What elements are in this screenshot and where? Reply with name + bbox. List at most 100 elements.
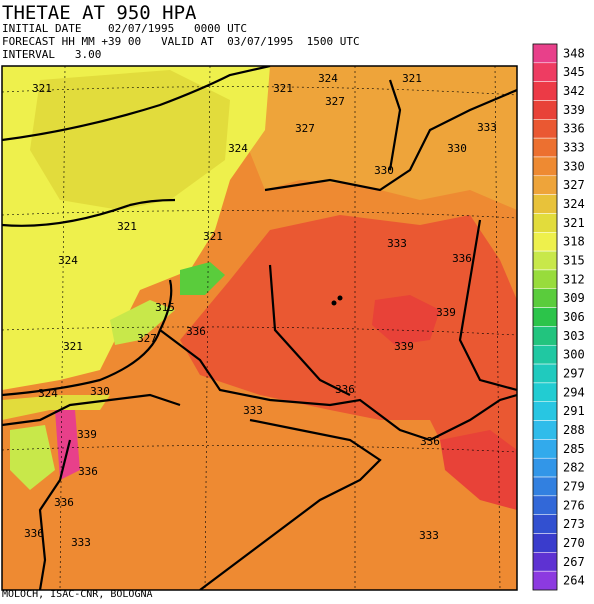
color-swatch <box>532 137 558 158</box>
colorbar-label: 273 <box>563 517 585 531</box>
field-region <box>440 430 517 510</box>
title: THETAE AT 950 HPA <box>2 2 197 24</box>
color-swatch <box>532 156 558 177</box>
color-swatch <box>532 119 558 139</box>
city-dot <box>331 300 337 306</box>
contour-labels: 321 321 324 327 321 333 327 324 330 330 321 321 333 3… <box>24 72 497 549</box>
color-swatch <box>532 476 558 497</box>
colorbar-label: 342 <box>563 84 585 98</box>
contour-label: 336 <box>420 435 440 448</box>
header-line: FORECAST HH MM +39 00 VALID AT 03/07/199… <box>2 35 360 48</box>
contour-label: 327 <box>295 122 315 135</box>
color-swatch <box>532 232 558 252</box>
color-swatch <box>532 288 558 308</box>
color-swatch <box>532 213 558 233</box>
colorbar-label: 321 <box>563 216 585 230</box>
color-swatch <box>532 269 558 290</box>
colorbar-label: 264 <box>563 574 585 588</box>
colorbar-label: 345 <box>563 65 585 79</box>
field-region <box>180 215 517 500</box>
color-swatch <box>532 81 558 101</box>
colorbar-label: 288 <box>563 423 585 437</box>
color-swatch <box>532 62 558 82</box>
contour-label: 333 <box>387 237 407 250</box>
colorbar-label: 327 <box>563 178 585 192</box>
field-region <box>30 70 230 210</box>
contour-label: 324 <box>318 72 338 85</box>
contour-label: 336 <box>186 325 206 338</box>
contour-label: 324 <box>228 142 248 155</box>
header-line: INTERVAL 3.00 <box>2 48 101 61</box>
contour-label: 321 <box>203 230 223 243</box>
contour-label: 339 <box>77 428 97 441</box>
contour-label: 330 <box>374 164 394 177</box>
contour-label: 315 <box>155 301 175 314</box>
contour-label: 336 <box>335 383 355 396</box>
contour-label: 333 <box>71 536 91 549</box>
borders <box>2 66 517 590</box>
color-swatch <box>532 307 558 327</box>
field-region <box>110 300 175 345</box>
colorbar-label: 285 <box>563 442 585 456</box>
color-swatch <box>532 250 558 271</box>
contour-label: 339 <box>436 306 456 319</box>
colorbar: 348 345 342 339 336 333 330 327 324 321 318 315 312 3… <box>532 43 585 591</box>
colorbar-label: 300 <box>563 348 585 362</box>
contour-label: 330 <box>90 385 110 398</box>
contour-label: 321 <box>32 82 52 95</box>
color-swatch <box>532 43 558 64</box>
colorbar-label: 330 <box>563 159 585 173</box>
footer: MOLOCH, ISAC-CNR, BOLOGNA <box>2 589 153 600</box>
contour-label: 336 <box>452 252 472 265</box>
contour-label: 327 <box>325 95 345 108</box>
colorbar-label: 339 <box>563 103 585 117</box>
contour-label: 333 <box>243 404 263 417</box>
field-region <box>2 395 110 420</box>
contour-label: 321 <box>117 220 137 233</box>
color-swatch <box>532 552 558 572</box>
color-swatch <box>532 570 558 591</box>
color-swatch <box>532 382 558 402</box>
contour-label: 324 <box>58 254 78 267</box>
colorbar-label: 297 <box>563 366 585 380</box>
colorbar-label: 318 <box>563 235 585 249</box>
color-swatch <box>532 420 558 440</box>
colorbar-label: 324 <box>563 197 585 211</box>
field-region <box>372 295 440 345</box>
field-region <box>10 425 55 490</box>
color-swatch <box>532 533 558 553</box>
colorbar-label: 315 <box>563 254 585 268</box>
contour-label: 330 <box>447 142 467 155</box>
contour-label: 321 <box>273 82 293 95</box>
color-swatch <box>532 439 558 459</box>
color-swatch <box>532 326 558 346</box>
contour-label: 333 <box>477 121 497 134</box>
color-swatch <box>532 495 558 515</box>
header-line: INITIAL DATE 02/07/1995 0000 UTC <box>2 22 247 35</box>
colorbar-label: 303 <box>563 329 585 343</box>
color-swatch <box>532 514 558 534</box>
color-swatch <box>532 457 558 478</box>
colorbar-label: 306 <box>563 310 585 324</box>
colorbar-label: 267 <box>563 555 585 569</box>
map-frame <box>1 65 518 591</box>
contour-label: 336 <box>78 465 98 478</box>
contour-label: 333 <box>419 529 439 542</box>
contour-label: 321 <box>402 72 422 85</box>
color-swatch <box>532 401 558 421</box>
colorbar-label: 276 <box>563 498 585 512</box>
color-swatch <box>532 363 558 384</box>
colorbar-label: 279 <box>563 479 585 493</box>
colorbar-label: 270 <box>563 536 585 550</box>
city-dot <box>337 295 343 301</box>
color-swatch <box>532 194 558 214</box>
field-region <box>230 66 517 210</box>
contour-label: 321 <box>63 340 83 353</box>
colorbar-label: 309 <box>563 291 585 305</box>
colorbar-label: 336 <box>563 122 585 136</box>
colorbar-label: 294 <box>563 385 585 399</box>
field-region <box>180 262 225 295</box>
colorbar-label: 291 <box>563 404 585 418</box>
color-swatch <box>532 344 558 365</box>
color-swatch <box>532 175 558 195</box>
